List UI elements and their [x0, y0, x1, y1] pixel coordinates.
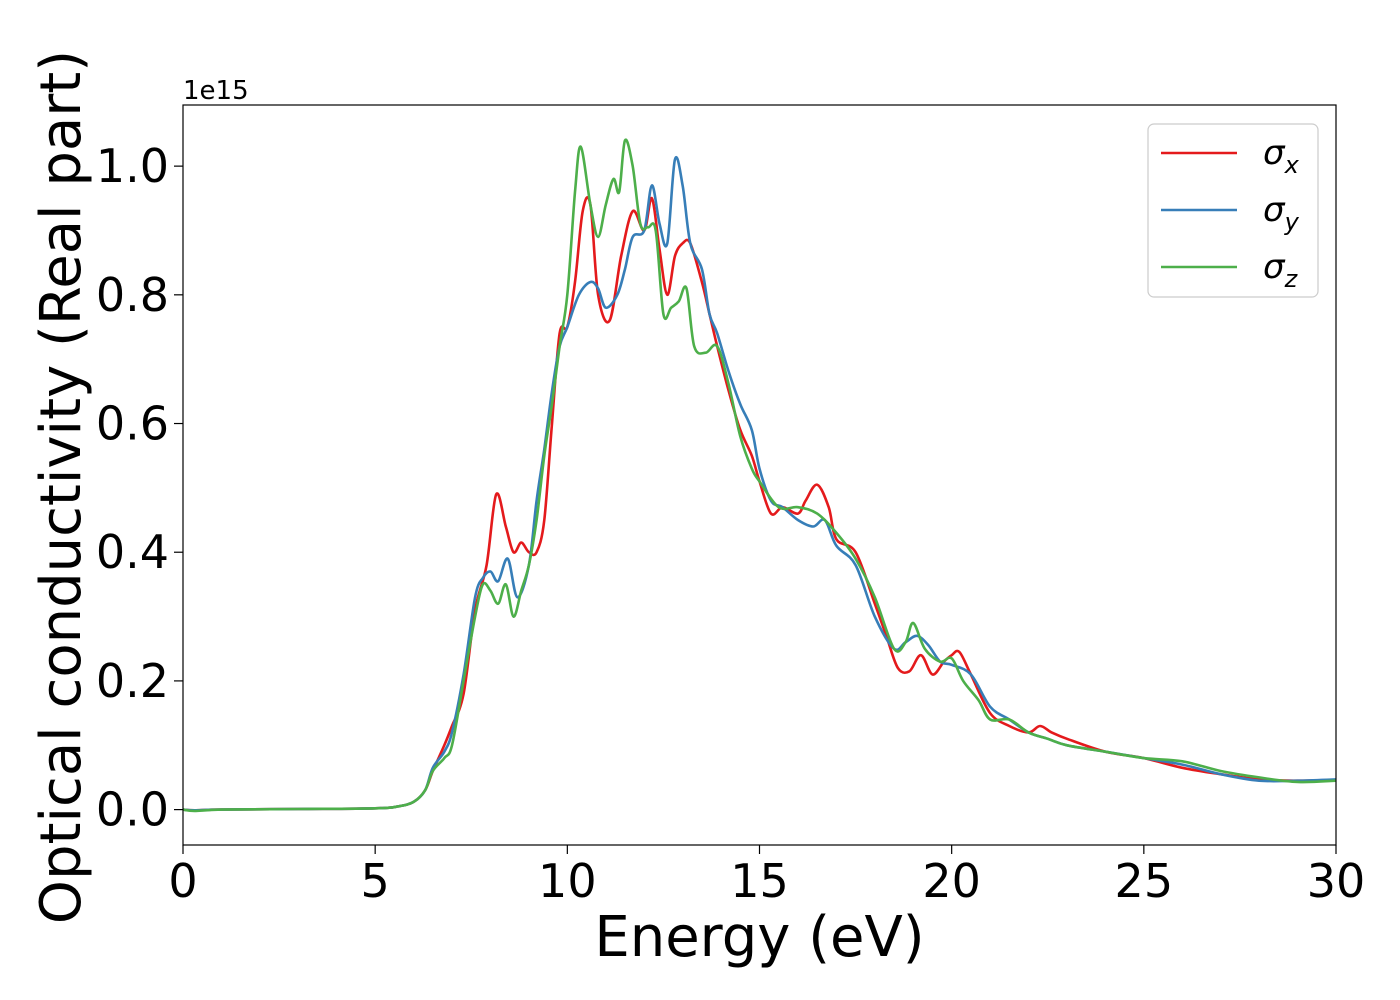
x-tick-label: 15 — [730, 854, 789, 908]
legend: σx σy σz — [1147, 123, 1319, 298]
x-tick-label: 20 — [922, 854, 981, 908]
series-line-z — [183, 138, 1336, 813]
y-tick-label: 1.0 — [96, 139, 169, 193]
x-tick-label: 10 — [538, 854, 597, 908]
x-tick-label: 30 — [1307, 854, 1366, 908]
legend-label-x: σx — [1263, 133, 1300, 179]
x-axis: 0 5 10 15 20 25 30 — [168, 845, 1365, 908]
y-tick-label: 0.2 — [96, 654, 169, 708]
legend-label-y: σy — [1263, 190, 1300, 236]
y-tick-label: 0.6 — [96, 397, 169, 451]
x-tick-label: 0 — [168, 854, 197, 908]
y-offset-label: 1e15 — [183, 76, 249, 106]
legend-label-z: σz — [1263, 247, 1299, 293]
y-tick-label: 0.8 — [96, 268, 169, 322]
x-tick-label: 5 — [361, 854, 390, 908]
y-axis: 0.0 0.2 0.4 0.6 0.8 1.0 — [96, 139, 183, 837]
y-tick-label: 0.0 — [96, 783, 169, 837]
x-axis-title: Energy (eV) — [594, 905, 924, 970]
series-layer — [183, 138, 1336, 813]
x-tick-label: 25 — [1115, 854, 1174, 908]
y-tick-label: 0.4 — [96, 525, 169, 579]
y-axis-title: Optical conductivity (Real part) — [29, 50, 94, 924]
series-line-y — [183, 156, 1336, 812]
